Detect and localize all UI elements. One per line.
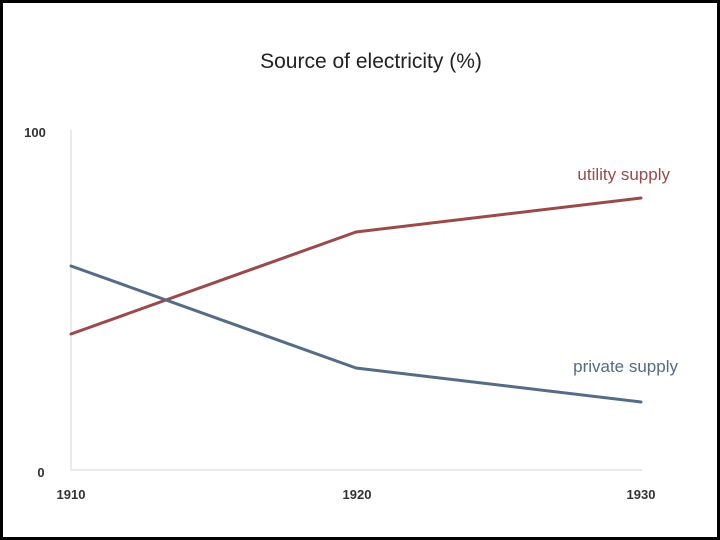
utility-supply-line (69, 196, 643, 336)
chart-title: Source of electricity (%) (260, 50, 482, 73)
slide-background (3, 3, 717, 537)
private-supply-label: private supply (573, 357, 678, 376)
y-tick-label-0: 0 (37, 465, 44, 480)
x-tick-label-1910: 1910 (57, 487, 86, 502)
y-tick-label-100: 100 (24, 125, 46, 140)
x-tick-label-1920: 1920 (343, 487, 372, 502)
utility-supply-label: utility supply (577, 165, 670, 184)
x-tick-label-1930: 1930 (627, 487, 656, 502)
private-supply-line (69, 264, 643, 404)
